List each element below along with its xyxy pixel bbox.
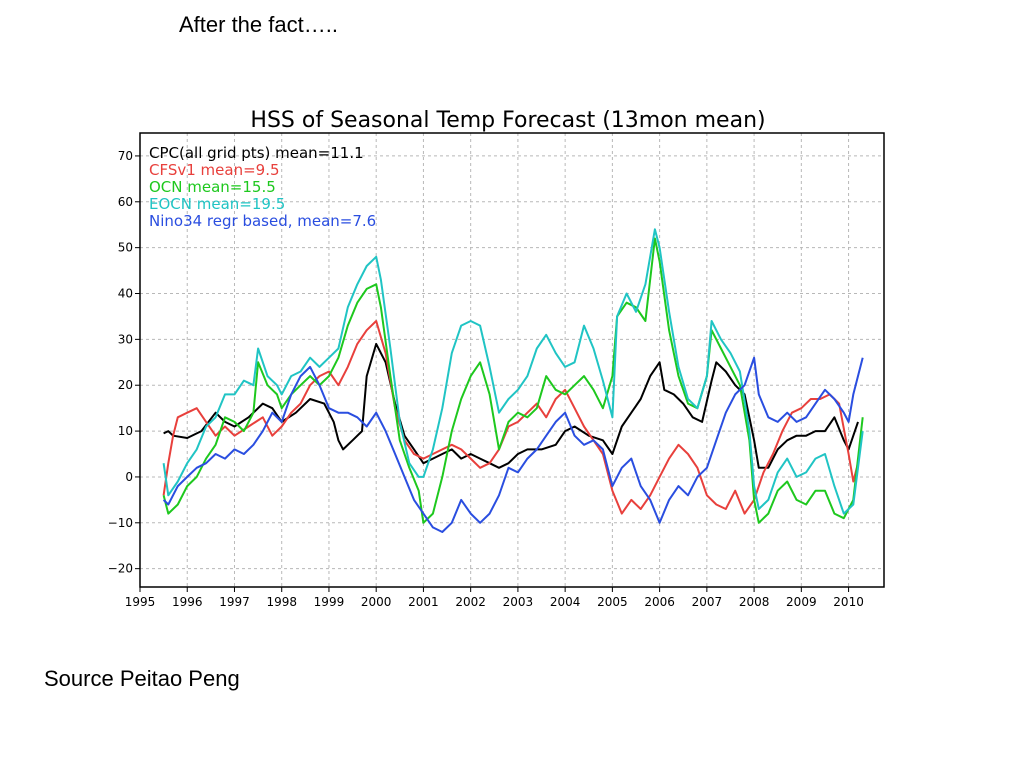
legend-entry-2: CFSv1 mean=9.5 bbox=[149, 161, 280, 179]
y-axis-ticks: −20 −10 0 10 20 30 40 50 60 70 bbox=[108, 149, 140, 576]
y-tick-label: 50 bbox=[118, 241, 133, 255]
slide-title: After the fact….. bbox=[179, 12, 338, 37]
x-tick-label: 2004 bbox=[550, 595, 581, 609]
y-tick-label: 40 bbox=[118, 287, 133, 301]
series-lines bbox=[162, 228, 864, 533]
y-tick-label: 60 bbox=[118, 195, 133, 209]
y-tick-label: 30 bbox=[118, 332, 133, 346]
legend-entry-1: CPC(all grid pts) mean=11.1 bbox=[149, 144, 364, 162]
y-tick-label: −10 bbox=[108, 516, 133, 530]
y-tick-label: 0 bbox=[125, 470, 133, 484]
series-line-4 bbox=[162, 228, 864, 515]
y-tick-label: −20 bbox=[108, 562, 133, 576]
grid-lines bbox=[140, 133, 884, 587]
y-tick-label: 20 bbox=[118, 378, 133, 392]
legend-entry-4: EOCN mean=19.5 bbox=[149, 195, 285, 213]
x-tick-label: 1996 bbox=[172, 595, 203, 609]
legend-entry-3: OCN mean=15.5 bbox=[149, 178, 276, 196]
y-tick-label: 70 bbox=[118, 149, 133, 163]
x-tick-label: 2003 bbox=[503, 595, 534, 609]
x-tick-label: 2002 bbox=[455, 595, 486, 609]
x-tick-label: 2007 bbox=[692, 595, 723, 609]
x-tick-label: 2010 bbox=[833, 595, 864, 609]
series-line-5 bbox=[162, 356, 864, 533]
x-tick-label: 2009 bbox=[786, 595, 817, 609]
x-tick-label: 2006 bbox=[644, 595, 675, 609]
x-axis-ticks: 1995 1996 1997 1998 1999 2000 2001 2002 2003 2004… bbox=[125, 587, 864, 609]
series-line-2 bbox=[162, 320, 859, 515]
x-tick-label: 1997 bbox=[219, 595, 250, 609]
x-tick-label: 1998 bbox=[266, 595, 297, 609]
series-line-1 bbox=[163, 342, 859, 469]
source-note: Source Peitao Peng bbox=[44, 666, 240, 691]
x-tick-label: 2008 bbox=[739, 595, 770, 609]
plot-frame bbox=[139, 132, 885, 588]
y-tick-label: 10 bbox=[118, 424, 133, 438]
legend-entry-5: Nino34 regr based, mean=7.6 bbox=[149, 212, 376, 230]
x-tick-label: 2005 bbox=[597, 595, 628, 609]
chart-title: HSS of Seasonal Temp Forecast (13mon mea… bbox=[250, 108, 765, 133]
x-tick-label: 2000 bbox=[361, 595, 392, 609]
series-line-3 bbox=[162, 237, 864, 524]
x-tick-label: 1999 bbox=[314, 595, 345, 609]
x-tick-label: 1995 bbox=[125, 595, 156, 609]
x-tick-label: 2001 bbox=[408, 595, 439, 609]
